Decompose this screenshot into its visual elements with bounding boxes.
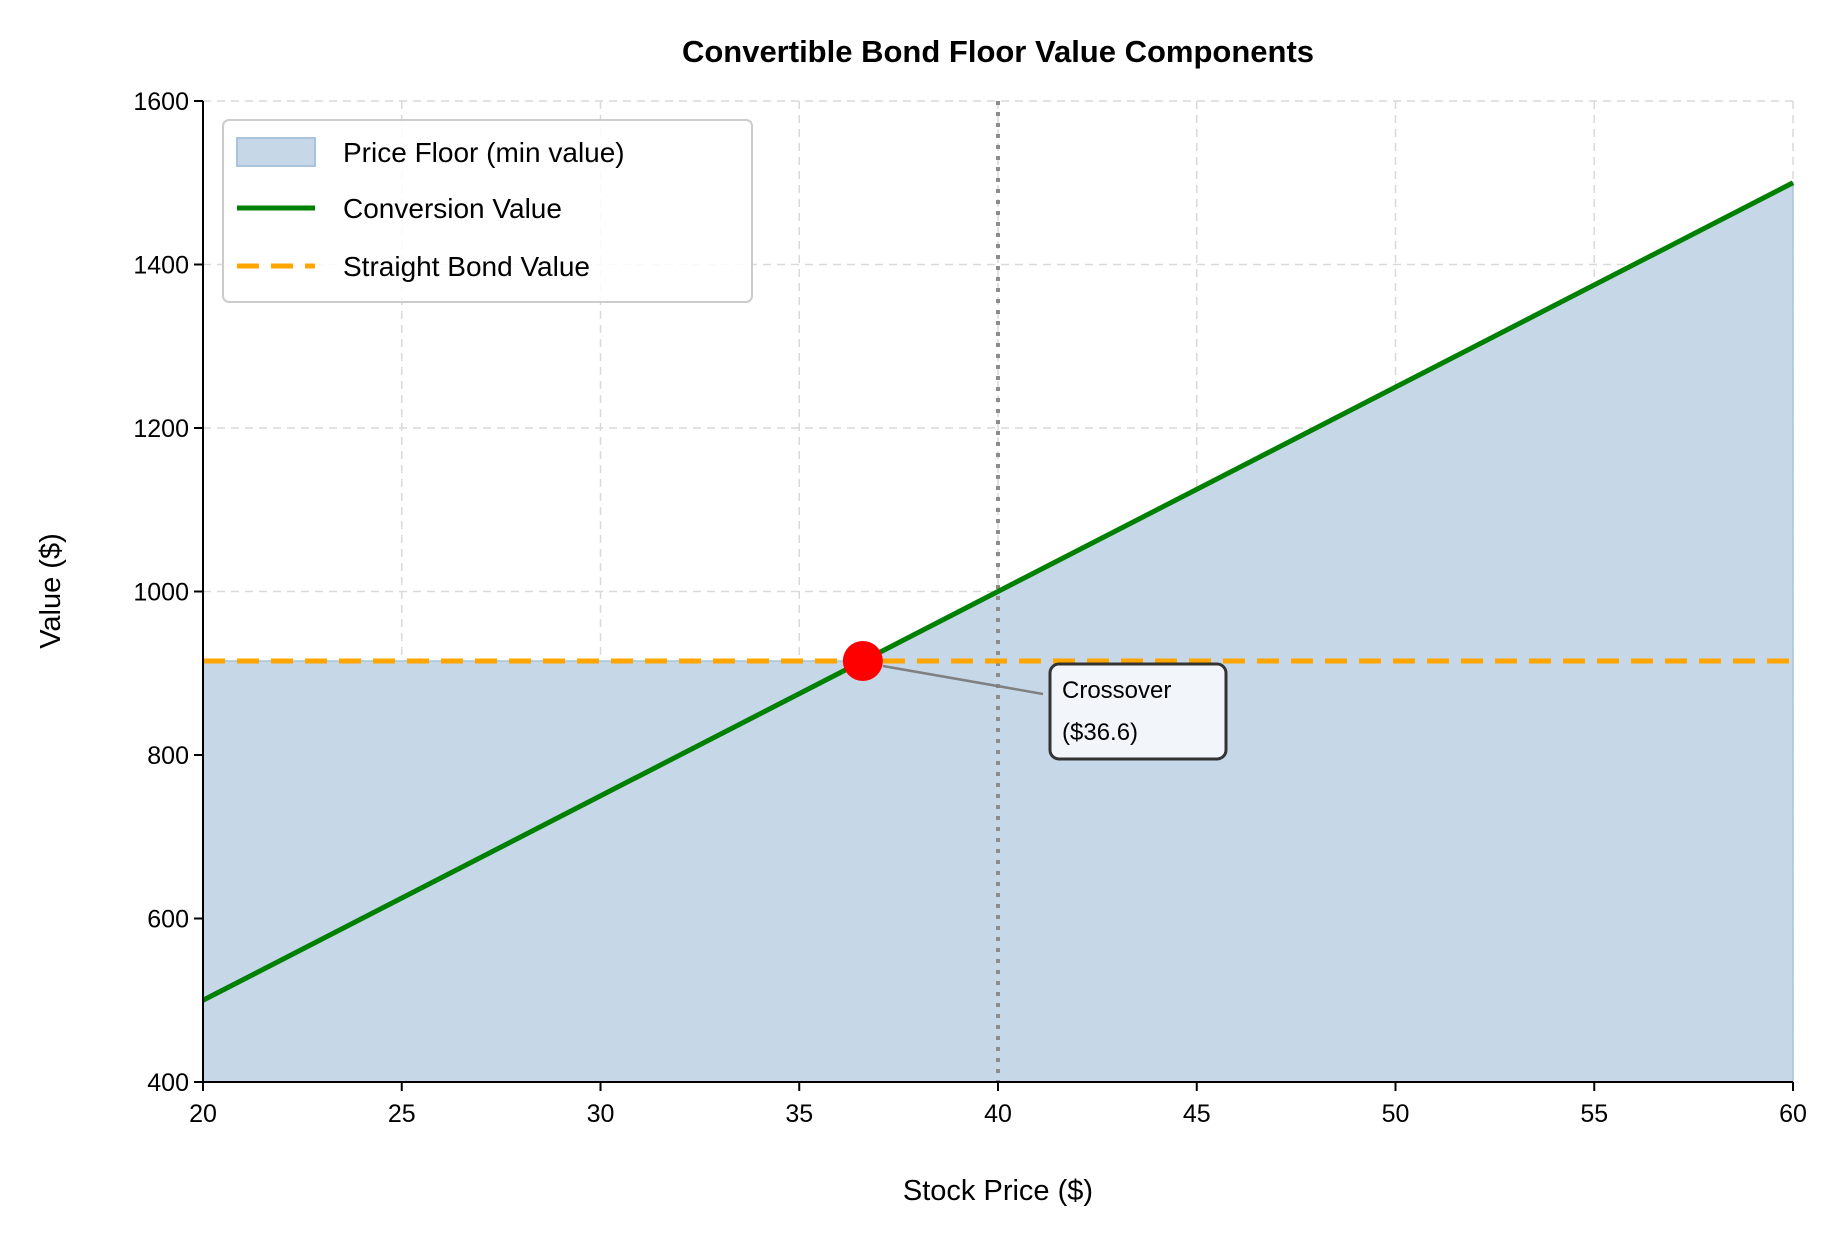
y-axis-label: Value ($) bbox=[35, 533, 67, 649]
y-tick-label: 1200 bbox=[133, 415, 189, 443]
annotation-line2: ($36.6) bbox=[1062, 719, 1138, 746]
y-tick-label: 400 bbox=[147, 1069, 189, 1097]
x-tick-label: 30 bbox=[587, 1100, 615, 1128]
crossover-annotation: Crossover ($36.6) bbox=[1048, 662, 1228, 761]
x-tick-label: 60 bbox=[1779, 1100, 1807, 1128]
legend-label-price-floor: Price Floor (min value) bbox=[343, 137, 625, 168]
chart-title: Convertible Bond Floor Value Components bbox=[682, 34, 1314, 69]
annotation-arrow bbox=[882, 664, 1044, 696]
annotation-line1: Crossover bbox=[1062, 677, 1171, 704]
x-tick-label: 35 bbox=[785, 1100, 813, 1128]
x-tick-label: 25 bbox=[388, 1100, 416, 1128]
legend: Price Floor (min value) Conversion Value… bbox=[222, 119, 753, 303]
x-tick-label: 20 bbox=[189, 1100, 217, 1128]
y-tick-label: 800 bbox=[147, 742, 189, 770]
legend-swatch-price-floor bbox=[236, 137, 316, 167]
y-tick-label: 1600 bbox=[133, 88, 189, 116]
x-axis-label: Stock Price ($) bbox=[903, 1175, 1093, 1207]
y-tick-label: 600 bbox=[147, 906, 189, 934]
y-tick-label: 1400 bbox=[133, 252, 189, 280]
x-tick-label: 55 bbox=[1580, 1100, 1608, 1128]
x-tick-label: 40 bbox=[984, 1100, 1012, 1128]
x-tick-label: 50 bbox=[1382, 1100, 1410, 1128]
y-tick-label: 1000 bbox=[133, 579, 189, 607]
x-tick-label: 45 bbox=[1183, 1100, 1211, 1128]
legend-label-straight-bond: Straight Bond Value bbox=[343, 251, 590, 282]
legend-label-conversion: Conversion Value bbox=[343, 193, 562, 224]
axes: 20 25 30 35 40 45 50 55 60 400 600 800 1000 1200 1400 1… bbox=[133, 88, 1807, 1128]
crossover-marker bbox=[842, 640, 883, 681]
conversion-value-line bbox=[201, 180, 1795, 1003]
